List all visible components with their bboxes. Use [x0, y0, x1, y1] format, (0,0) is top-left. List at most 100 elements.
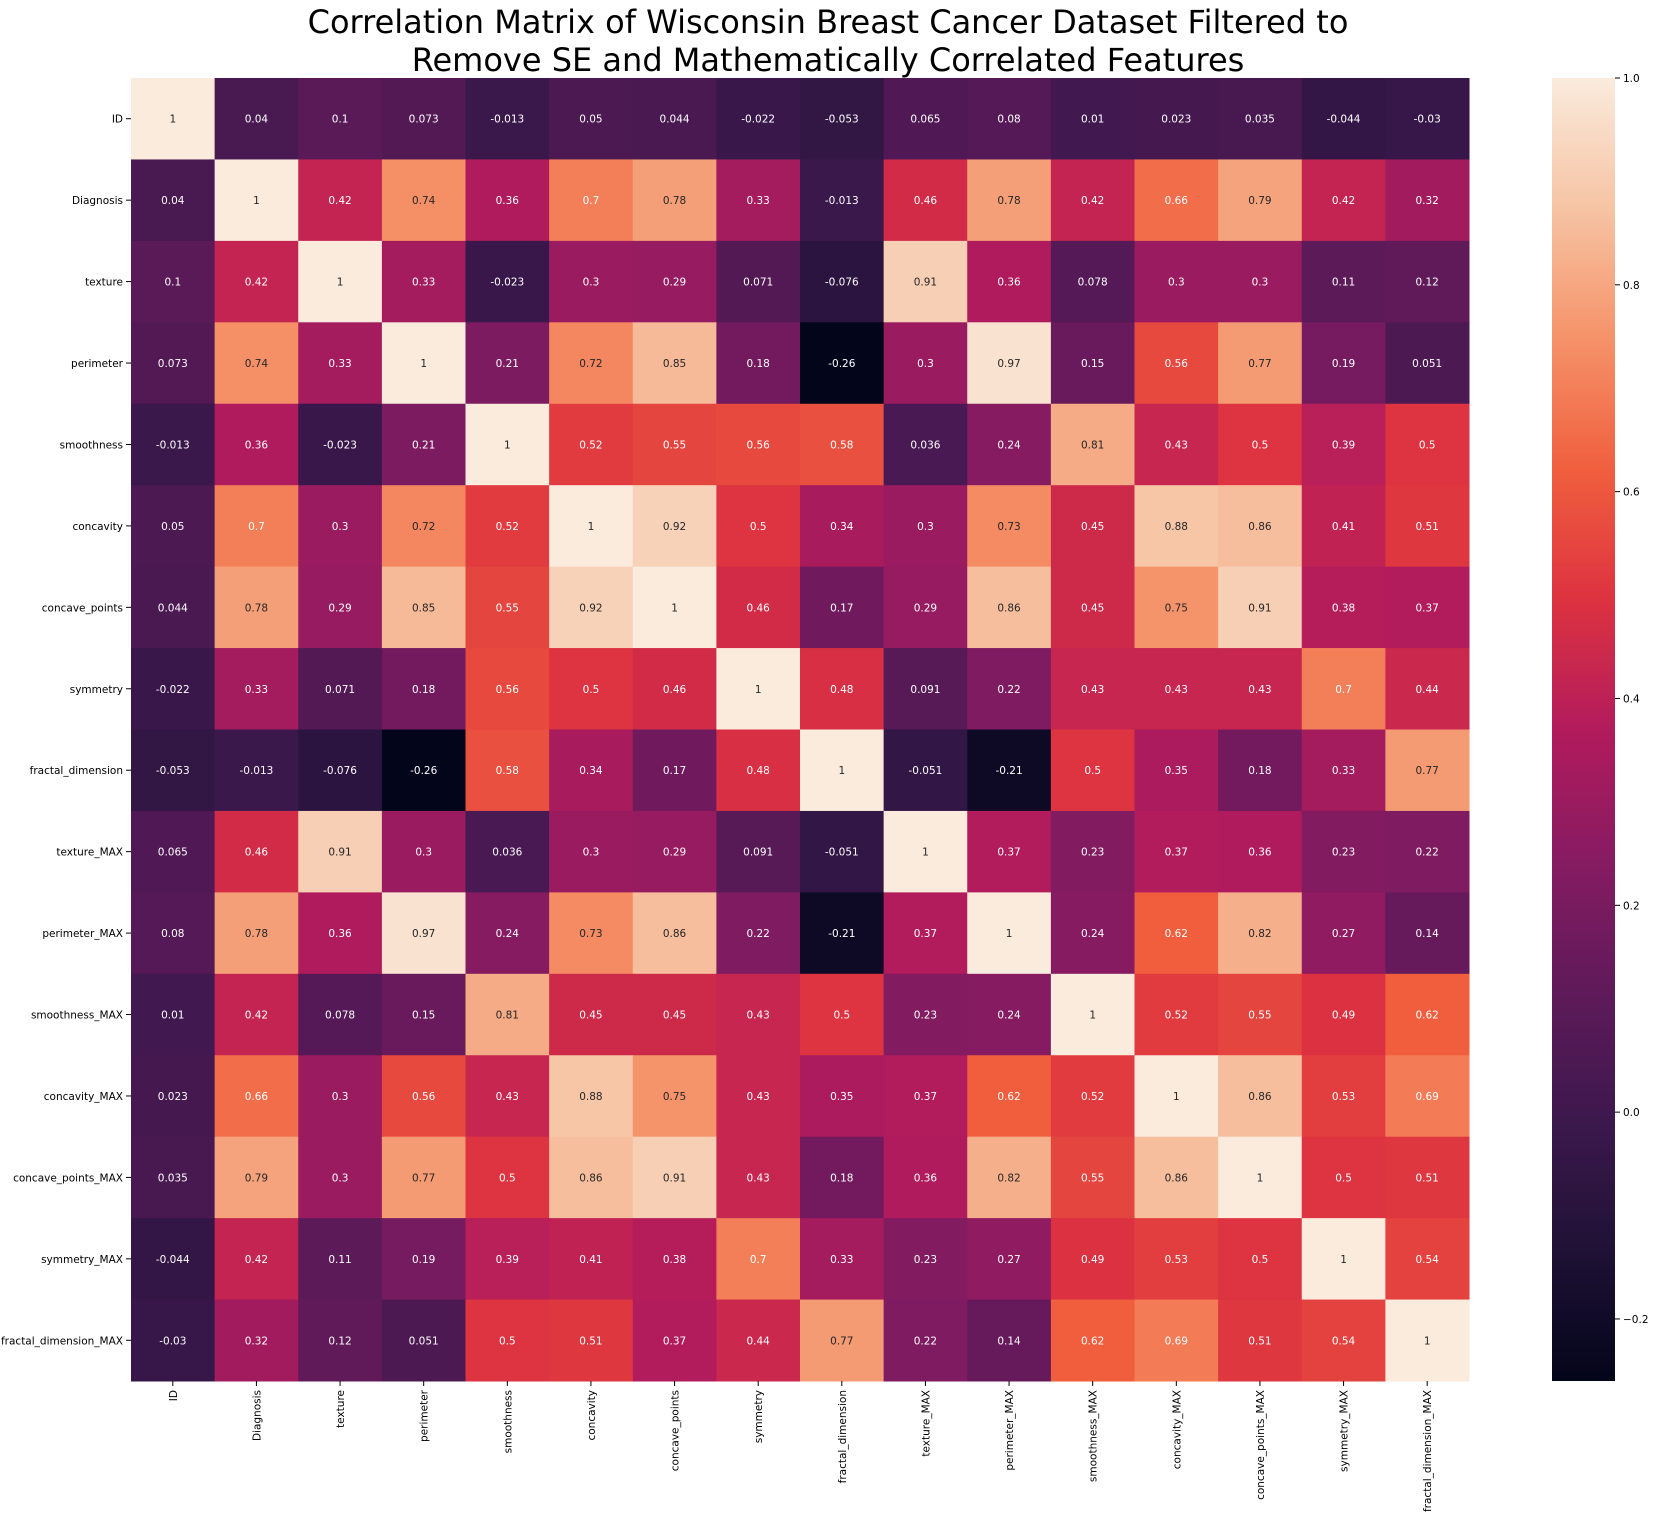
heatmap-cell — [1134, 892, 1219, 975]
cell-value-label: 0.86 — [1248, 1091, 1272, 1103]
heatmap-cell — [716, 1299, 801, 1382]
cell-value-label: 1 — [1089, 1010, 1096, 1022]
cell-value-label: 0.51 — [579, 1335, 602, 1347]
heatmap-cell — [1050, 892, 1136, 975]
cell-value-label: 0.29 — [663, 847, 686, 859]
cell-value-label: 0.7 — [1335, 684, 1352, 696]
heatmap-cell — [800, 403, 885, 486]
x-tick-label: fractal_dimension — [837, 1390, 849, 1483]
cell-value-label: 0.46 — [914, 195, 938, 207]
cell-value-label: 0.34 — [830, 521, 854, 533]
cell-value-label: 0.43 — [1081, 684, 1104, 696]
heatmap-cell — [967, 729, 1052, 812]
heatmap-cell — [800, 892, 885, 975]
cell-value-label: 0.97 — [997, 358, 1020, 370]
heatmap-cell — [549, 159, 634, 242]
heatmap-cell — [883, 1218, 968, 1301]
heatmap-cell — [800, 973, 885, 1056]
cell-value-label: 0.27 — [1332, 928, 1355, 940]
cell-value-label: 0.5 — [750, 521, 767, 533]
cell-value-label: 0.29 — [914, 602, 937, 614]
cell-value-label: 0.52 — [1081, 1091, 1104, 1103]
heatmap-cell — [298, 1218, 383, 1301]
cell-value-label: 0.39 — [1332, 439, 1355, 451]
heatmap-cell — [1385, 1299, 1470, 1382]
cell-value-label: 0.3 — [415, 847, 432, 859]
heatmap-cell — [632, 566, 717, 649]
cell-value-label: -0.051 — [825, 847, 859, 859]
heatmap-cell — [716, 322, 801, 405]
cell-value-label: -0.21 — [828, 928, 855, 940]
y-tick-label: concave_points — [42, 602, 123, 614]
cell-value-label: -0.051 — [909, 765, 943, 777]
cell-value-label: 1 — [1006, 928, 1013, 940]
y-tick-label: texture_MAX — [56, 847, 123, 859]
cell-value-label: 0.35 — [830, 1091, 853, 1103]
heatmap-cell — [214, 729, 299, 812]
heatmap-cell — [1134, 322, 1219, 405]
cell-value-label: 0.77 — [412, 1172, 435, 1184]
cell-value-label: 0.023 — [158, 1091, 188, 1103]
heatmap-cell — [1134, 403, 1219, 486]
heatmap-cell — [465, 729, 550, 812]
heatmap-cell — [800, 78, 885, 160]
cell-value-label: 0.04 — [161, 195, 185, 207]
cell-value-label: 0.45 — [663, 1010, 686, 1022]
cell-value-label: 1 — [838, 765, 845, 777]
y-tick-label: perimeter_MAX — [42, 928, 123, 940]
cell-value-label: -0.022 — [156, 684, 190, 696]
cell-value-label: 0.24 — [496, 928, 520, 940]
cell-value-label: 0.33 — [328, 358, 351, 370]
heatmap-cell — [1134, 485, 1219, 568]
heatmap-cell — [1218, 566, 1303, 649]
cell-value-label: 0.22 — [1415, 847, 1438, 859]
cell-value-label: 0.53 — [1165, 1254, 1188, 1266]
heatmap-cell — [298, 1299, 383, 1382]
heatmap-cell — [465, 485, 550, 568]
cell-value-label: 0.37 — [997, 847, 1020, 859]
heatmap-cell — [298, 1136, 383, 1219]
heatmap-cell — [465, 322, 550, 405]
cell-value-label: 0.43 — [746, 1010, 769, 1022]
cell-value-label: -0.023 — [490, 277, 524, 289]
heatmap-cell — [1218, 648, 1303, 730]
cell-value-label: 0.39 — [496, 1254, 519, 1266]
cell-value-label: 0.81 — [1081, 439, 1104, 451]
x-tick-label: concavity_MAX — [1171, 1390, 1183, 1469]
cell-value-label: 0.071 — [743, 277, 773, 289]
cell-value-label: 0.48 — [830, 684, 853, 696]
heatmap-cell — [632, 648, 717, 730]
heatmap-cell — [214, 810, 299, 893]
cell-value-label: 0.36 — [1248, 847, 1272, 859]
cell-value-label: 0.29 — [328, 602, 351, 614]
cell-value-label: 1 — [755, 684, 762, 696]
cell-value-label: 0.3 — [332, 1172, 349, 1184]
cell-value-label: -0.21 — [995, 765, 1022, 777]
heatmap-cell — [883, 810, 968, 893]
heatmap-cell — [214, 322, 299, 405]
x-tick-label: fractal_dimension_MAX — [1422, 1390, 1434, 1512]
heatmap-cell — [632, 403, 717, 486]
heatmap-cell — [1218, 485, 1303, 568]
heatmap-cell — [131, 1055, 216, 1138]
heatmap-cell — [883, 1055, 968, 1138]
cell-value-label: 1 — [1257, 1172, 1264, 1184]
cell-value-label: 0.051 — [1412, 358, 1442, 370]
cell-value-label: 0.73 — [997, 521, 1020, 533]
heatmap-cell — [549, 78, 634, 160]
cell-value-label: 0.7 — [583, 195, 600, 207]
heatmap-cell — [1301, 240, 1386, 323]
cell-value-label: 0.24 — [997, 439, 1021, 451]
heatmap-cell — [549, 1299, 634, 1382]
cell-value-label: 0.51 — [1415, 1172, 1438, 1184]
cell-value-label: -0.26 — [410, 765, 437, 777]
cell-value-label: 0.55 — [663, 439, 686, 451]
heatmap-cell — [1218, 810, 1303, 893]
cell-value-label: 0.078 — [1078, 277, 1108, 289]
heatmap-cell — [1385, 78, 1470, 160]
cell-value-label: 0.32 — [245, 1335, 268, 1347]
cell-value-label: 0.37 — [1165, 847, 1188, 859]
y-tick-label: smoothness_MAX — [31, 1010, 123, 1022]
heatmap-cell — [465, 1218, 550, 1301]
heatmap-cell — [1050, 322, 1136, 405]
